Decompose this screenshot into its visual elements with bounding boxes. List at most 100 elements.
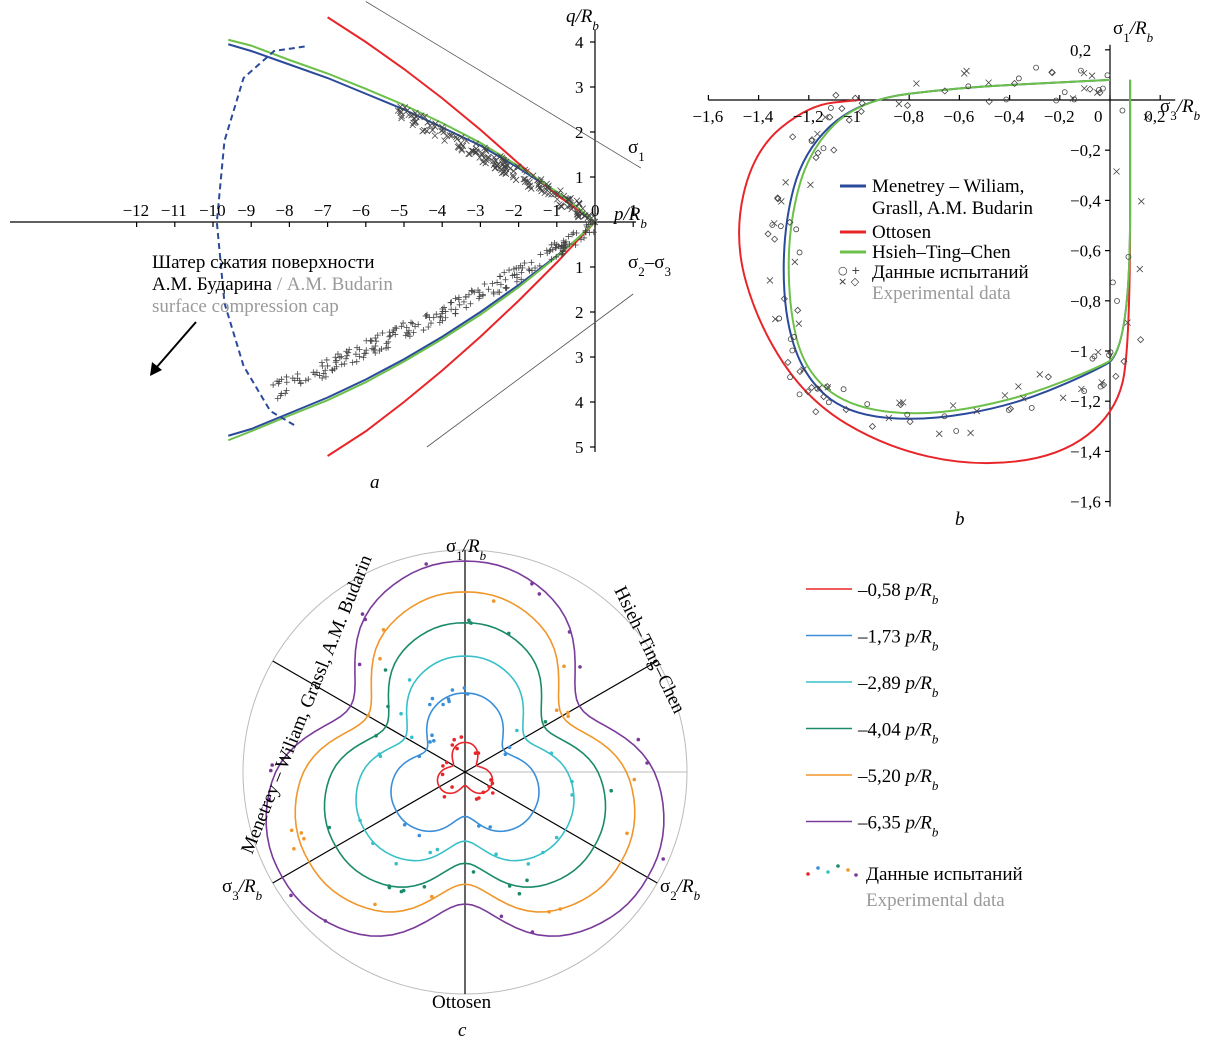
- panel-b-exp-marker-x: [800, 366, 807, 373]
- panel-b-exp-marker-diamond: [774, 194, 782, 202]
- panel-b-exp-marker-x: [1143, 113, 1151, 121]
- panel-b-x-tick-label: −0,4: [994, 107, 1025, 126]
- panel-c-exp-dot: [430, 894, 434, 899]
- panel-b-exp-marker-x: [782, 179, 789, 186]
- panel-c-exp-dot: [399, 711, 403, 716]
- panel-c-exp-dot: [441, 764, 445, 768]
- panel-a-exp-marker-x: [573, 197, 581, 205]
- panel-a-exp-marker-x: [439, 126, 447, 133]
- panel-a-curve-hsieh-upper: [228, 38, 596, 223]
- panel-c-exp-dot: [417, 754, 422, 759]
- panel-c-exp-dot: [570, 779, 574, 784]
- panel-a-exp-marker-plus: [537, 251, 544, 258]
- panel-b-exp-marker-diamond: [812, 408, 820, 416]
- panel-c-exp-dot: [387, 885, 392, 890]
- panel-c-exp-dot: [530, 582, 534, 586]
- panel-c-exp-dot: [378, 656, 382, 661]
- panel-a-exp-marker-plus: [332, 359, 339, 366]
- panel-a-x-tick-label: −10: [199, 201, 226, 220]
- panel-a-exp-marker-x: [481, 144, 488, 152]
- panel-c-exp-dot: [661, 857, 665, 861]
- panel-b-curve-ottosen: [738, 79, 1132, 465]
- panel-b-exp-marker-circle: [776, 315, 783, 322]
- panel-b-exp-marker-diamond: [1048, 68, 1056, 76]
- panel-a-exp-marker-x: [581, 212, 588, 220]
- panel-c-exp-dot: [489, 778, 493, 782]
- panel-c-exp-dot: [327, 825, 332, 830]
- panel-b-label: b: [955, 509, 965, 530]
- panel-a-exp-marker-plus: [462, 293, 469, 300]
- panel-b-exp-marker-diamond: [826, 113, 834, 121]
- panel-c-exp-dot: [507, 745, 512, 750]
- panel-c-exp-dot: [645, 761, 649, 765]
- panel-b-exp-marker-diamond: [903, 101, 912, 110]
- panel-a-exp-marker-plus: [341, 360, 348, 367]
- panel-a-exp-marker-x: [576, 200, 583, 208]
- panel-a-x-tick-label: −1: [543, 201, 561, 220]
- panel-c-exp-dot: [491, 599, 496, 603]
- panel-a-exp-marker-plus: [349, 359, 356, 366]
- panel-a-exp-marker-plus: [452, 295, 459, 302]
- panel-a-exp-marker-x: [521, 178, 529, 186]
- panel-a-x-tick-label: −4: [428, 201, 447, 220]
- panel-a-exp-marker-x: [504, 161, 511, 169]
- panel-c-exp-dot: [357, 662, 362, 667]
- panel-a-exp-marker-plus: [577, 236, 584, 243]
- panel-a-x-tick-label: −9: [237, 201, 255, 220]
- panel-c-exp-dot: [430, 733, 434, 737]
- panel-a-exp-marker-plus: [463, 304, 470, 311]
- panel-b-x-tick-label: −1,6: [692, 107, 723, 126]
- panel-c-exp-dot: [567, 630, 572, 634]
- panel-b-exp-marker-circle: [864, 401, 871, 408]
- panel-a-exp-marker-plus: [448, 299, 455, 306]
- panel-c-exp-dot: [547, 910, 551, 914]
- panel-a-exp-marker-plus: [270, 381, 277, 388]
- panel-a-exp-marker-plus: [590, 229, 597, 236]
- panel-c-sector-bottom-label: Ottosen: [432, 992, 492, 1013]
- panel-a-exp-marker-plus: [283, 373, 290, 380]
- panel-c-exp-dot: [471, 870, 476, 874]
- panel-b-exp-marker-diamond: [838, 104, 846, 113]
- panel-b-exp-marker-diamond: [820, 393, 828, 401]
- panel-a-exp-marker-x: [538, 187, 545, 195]
- panel-a-sigma23-line: [426, 293, 634, 448]
- panel-c-exp-dot: [289, 828, 294, 833]
- panel-c-exp-dot: [625, 831, 629, 836]
- panel-a-exp-marker-x: [417, 112, 425, 119]
- panel-a-exp-marker-plus: [518, 269, 525, 276]
- panel-c-exp-dot: [562, 664, 566, 669]
- panel-a-exp-marker-plus: [560, 239, 567, 246]
- panel-c-exp-dot: [473, 751, 478, 755]
- panel-a-exp-marker-plus: [420, 327, 427, 334]
- panel-b-exp-marker-x: [1069, 95, 1077, 102]
- panel-a-x-tick-label: −2: [505, 201, 523, 220]
- panel-c-exp-dot: [360, 612, 365, 616]
- panel-b-exp-marker-x: [967, 429, 974, 437]
- panel-a-exp-marker-x: [568, 205, 575, 213]
- panel-c-exp-dot: [476, 751, 481, 755]
- panel-a-exp-marker-plus: [400, 320, 407, 327]
- panel-b-exp-marker-diamond: [812, 154, 820, 162]
- panel-c-exp-dot: [477, 824, 481, 828]
- panel-a-exp-marker-plus: [436, 319, 443, 326]
- panel-c-exp-dot: [507, 884, 512, 888]
- panel-c-exp-dot: [554, 708, 559, 712]
- panel-c-exp-dot: [455, 746, 459, 751]
- panel-b-x-tick-label: −1,2: [793, 107, 824, 126]
- panel-a-exp-marker-plus: [324, 362, 331, 369]
- panel-a-exp-marker-plus: [277, 392, 284, 399]
- panel-c-exp-dot: [554, 835, 559, 840]
- panel-a-exp-marker-plus: [548, 241, 555, 248]
- panel-a-exp-marker-plus: [319, 363, 326, 370]
- panel-b-exp-marker-x: [1015, 383, 1022, 390]
- panel-a-exp-marker-plus: [587, 219, 594, 225]
- panel-a-y-tick-label: 4: [575, 393, 584, 412]
- panel-a-exp-marker-plus: [566, 241, 573, 248]
- panel-b-y-tick-label: −0,8: [1070, 292, 1101, 311]
- panel-a-exp-marker-x: [457, 139, 465, 147]
- panel-b-exp-marker-circle: [796, 249, 803, 256]
- panel-c-exp-dot: [636, 737, 641, 742]
- panel-a-ylabel: q/Rb: [566, 6, 599, 33]
- panel-c-exp-dot: [366, 713, 371, 718]
- panel-b-x-tick-label: −0,2: [1044, 107, 1075, 126]
